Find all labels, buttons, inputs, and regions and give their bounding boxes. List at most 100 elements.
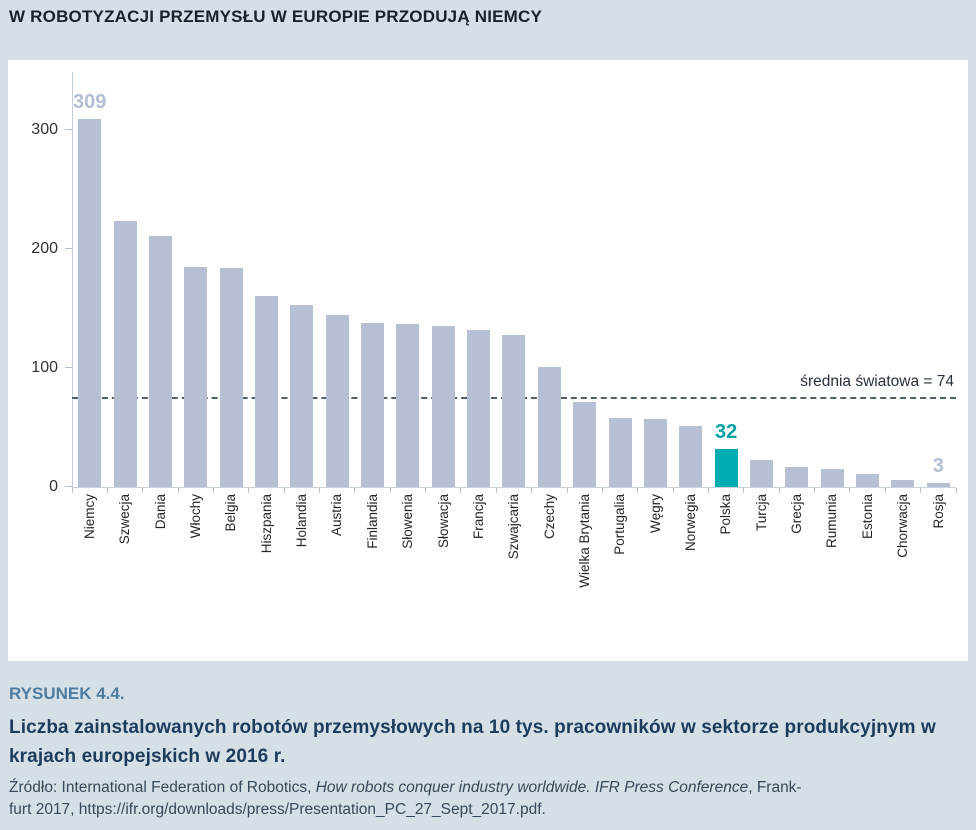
y-axis-line — [72, 72, 73, 487]
x-tick — [955, 488, 957, 493]
x-label-slot: Estonia — [850, 494, 885, 654]
y-tick-label: 100 — [31, 359, 58, 376]
x-label-slot: Dania — [143, 494, 178, 654]
x-tick — [814, 488, 816, 493]
x-label: Holandia — [294, 494, 310, 548]
x-label: Hiszpania — [258, 494, 274, 554]
x-label-slot: Norwegia — [673, 494, 708, 654]
bar-slot-belgia — [213, 268, 248, 487]
x-label-slot: Czechy — [532, 494, 567, 654]
x-label-slot: Rosja — [921, 494, 956, 654]
x-label-slot: Finlandia — [355, 494, 390, 654]
caption-text: Liczba zainstalowanych robotów przemysło… — [9, 717, 936, 767]
bar — [785, 467, 809, 487]
x-label: Estonia — [859, 494, 875, 540]
bar-slot-wielka-brytania — [567, 402, 602, 487]
bar — [608, 418, 632, 487]
bar — [113, 221, 137, 487]
bar — [290, 305, 314, 487]
bar-slot-polska: 32 — [708, 421, 743, 487]
x-tick — [920, 488, 922, 493]
x-label-slot: Turcja — [744, 494, 779, 654]
x-label: Szwajcaria — [506, 494, 522, 560]
x-label-slot: Hiszpania — [249, 494, 284, 654]
y-tick — [65, 248, 72, 249]
bar — [750, 460, 773, 487]
x-label: Grecja — [789, 494, 805, 534]
x-tick — [177, 488, 179, 493]
x-label-slot: Włochy — [178, 494, 213, 654]
x-label-slot: Portugalia — [602, 494, 637, 654]
bar — [325, 315, 349, 487]
x-label: Słowacja — [435, 494, 451, 549]
x-label: Czechy — [541, 494, 557, 540]
x-label-slot: Austria — [320, 494, 355, 654]
x-label: Wielka Brytania — [576, 494, 592, 588]
bar-value-label: 3 — [932, 455, 944, 477]
x-label-slot: Słowacja — [426, 494, 461, 654]
x-label: Francja — [470, 494, 486, 540]
bar-slot-portugalia — [602, 418, 637, 487]
x-label-slot: Wielka Brytania — [567, 494, 602, 654]
x-label-slot: Szwajcaria — [496, 494, 531, 654]
x-label-slot: Holandia — [284, 494, 319, 654]
x-tick — [425, 488, 427, 493]
x-label: Niemcy — [81, 494, 97, 540]
x-label-slot: Francja — [461, 494, 496, 654]
x-label: Chorwacja — [895, 494, 911, 558]
x-tick — [778, 488, 780, 493]
x-tick — [531, 488, 533, 493]
bar — [926, 483, 950, 487]
bar-slot-hiszpania — [249, 296, 284, 487]
bar-slot-węgry — [638, 419, 673, 487]
x-label-slot: Rumunia — [815, 494, 850, 654]
bar-slot-chorwacja — [885, 480, 920, 487]
x-tick — [672, 488, 674, 493]
x-axis-labels: Niemcy Szwecja Dania Włochy Belgia Hiszpania H… — [72, 494, 956, 654]
bar — [856, 474, 880, 487]
x-tick — [849, 488, 851, 493]
x-label-slot: Szwecja — [107, 494, 142, 654]
x-tick — [495, 488, 497, 493]
y-tick-label: 0 — [49, 478, 58, 495]
x-tick — [743, 488, 745, 493]
x-label: Austria — [329, 494, 345, 537]
bar-slot-szwajcaria — [496, 335, 531, 487]
figure-number: RYSUNEK 4.4. — [9, 684, 125, 703]
bar-slot-austria — [320, 315, 355, 487]
page-title: W ROBOTYZACJI PRZEMYSŁU W EUROPIE PRZODU… — [9, 7, 543, 26]
bar — [431, 326, 455, 487]
bar — [679, 426, 703, 487]
bar-value-label: 309 — [72, 91, 107, 113]
y-tick — [65, 129, 72, 130]
bar — [361, 323, 385, 487]
x-tick — [283, 488, 285, 493]
x-tick — [354, 488, 356, 493]
bar — [537, 367, 561, 487]
chart-panel: 0 100 200 300 średnia światowa = 74 309 32 3 … — [8, 60, 968, 661]
x-tick — [884, 488, 886, 493]
source-line1-end: , Frank- — [748, 779, 802, 796]
bar-slot-finlandia — [355, 323, 390, 487]
bar — [714, 449, 738, 487]
x-label: Belgia — [223, 494, 239, 532]
world-average-label: średnia światowa = 74 — [800, 373, 954, 390]
bar — [78, 119, 102, 487]
x-label-slot: Polska — [708, 494, 743, 654]
y-tick — [65, 486, 72, 487]
bar-series: 309 32 3 — [72, 60, 956, 487]
x-tick — [707, 488, 709, 493]
x-label-slot: Niemcy — [72, 494, 107, 654]
bar-slot-francja — [461, 330, 496, 487]
x-tick — [212, 488, 214, 493]
bar — [820, 469, 844, 487]
x-tick — [637, 488, 639, 493]
bar — [502, 335, 526, 487]
bar — [573, 402, 597, 487]
x-tick — [106, 488, 108, 493]
x-label: Turcja — [753, 494, 769, 532]
y-tick-label: 200 — [31, 240, 58, 257]
bar-slot-rumunia — [815, 469, 850, 487]
figure-caption: RYSUNEK 4.4. Liczba zainstalowanych robo… — [9, 684, 965, 820]
x-label: Dania — [152, 494, 168, 530]
